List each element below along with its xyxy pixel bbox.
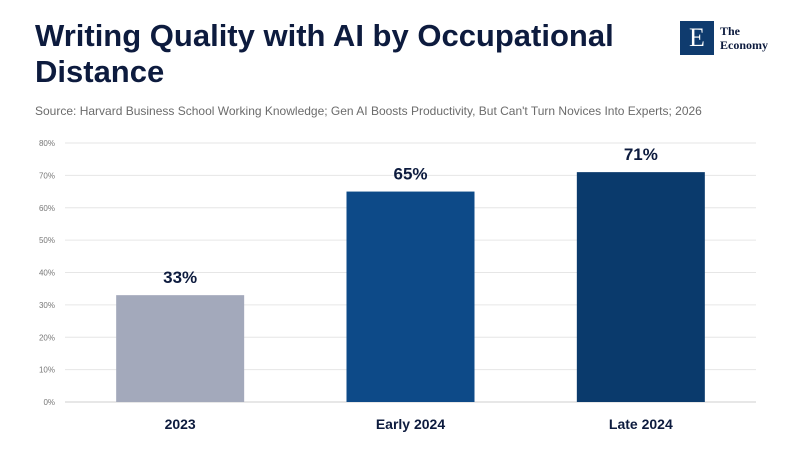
data-label: 71% [624,145,658,164]
x-tick-label: Late 2024 [609,416,673,432]
data-label: 33% [163,268,197,287]
chart-title: Writing Quality with AI by Occupational … [35,18,614,89]
logo-line-1: The [720,24,741,38]
y-tick-label: 70% [39,171,55,180]
bar [576,172,705,402]
brand-logo: E The Economy [680,21,780,57]
y-tick-label: 40% [39,269,55,278]
bar [116,295,245,402]
data-label: 65% [393,165,427,184]
logo-line-2: Economy [720,38,768,52]
y-tick-label: 0% [43,398,55,407]
y-tick-label: 80% [39,139,55,148]
logo-wordmark: The Economy [720,24,768,52]
y-tick-label: 10% [39,366,55,375]
y-tick-label: 20% [39,333,55,342]
x-tick-label: 2023 [165,416,196,432]
x-tick-label: Early 2024 [376,416,445,432]
y-tick-label: 30% [39,301,55,310]
bar [346,191,475,402]
y-tick-label: 60% [39,204,55,213]
logo-mark: E [680,21,714,55]
y-tick-label: 50% [39,236,55,245]
source-note: Source: Harvard Business School Working … [35,104,702,118]
